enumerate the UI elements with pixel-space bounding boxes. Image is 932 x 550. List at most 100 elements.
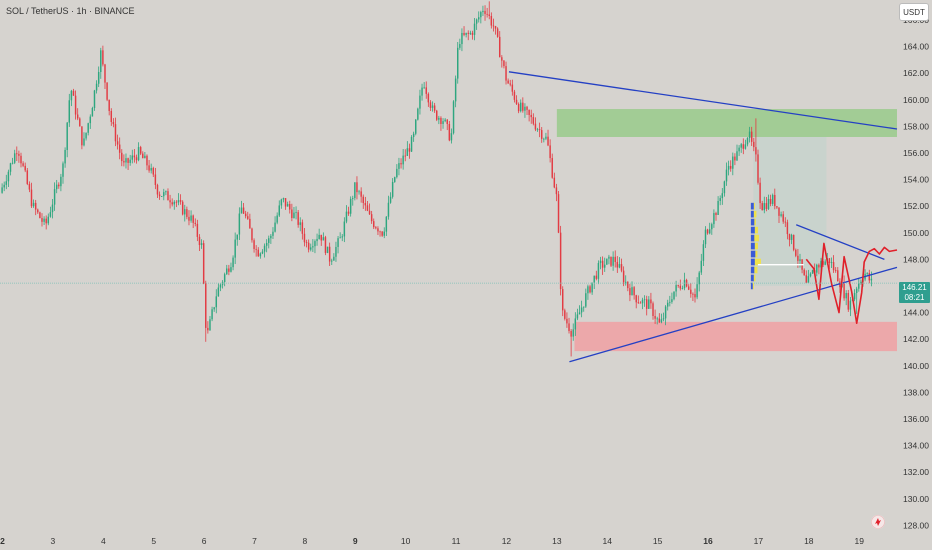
candle-body bbox=[490, 15, 493, 26]
candle-body bbox=[816, 264, 818, 273]
volume-profile-bar-down bbox=[750, 218, 755, 226]
candle bbox=[683, 272, 686, 291]
candle bbox=[591, 282, 593, 295]
candle bbox=[635, 294, 637, 309]
candle-body bbox=[139, 147, 142, 154]
candle-body bbox=[708, 229, 711, 234]
candle-body bbox=[37, 209, 39, 213]
candle-body bbox=[64, 149, 66, 164]
candle-body bbox=[769, 198, 772, 204]
candle bbox=[320, 234, 322, 246]
candle bbox=[788, 233, 791, 247]
descending-trendline bbox=[508, 71, 898, 130]
candle bbox=[223, 272, 226, 287]
candle-body bbox=[402, 155, 404, 165]
candle bbox=[545, 132, 547, 141]
candle-body bbox=[190, 215, 192, 221]
candle bbox=[488, 1, 490, 20]
candle bbox=[125, 153, 127, 169]
price-axis[interactable]: 166.00164.00162.00160.00158.00156.00154.… bbox=[903, 15, 929, 530]
candle-body bbox=[181, 201, 184, 215]
candle-body bbox=[473, 23, 476, 35]
candle-body bbox=[624, 281, 627, 283]
candle-body bbox=[515, 99, 518, 104]
candle-body bbox=[858, 283, 860, 289]
candle-body bbox=[450, 133, 453, 141]
candle bbox=[377, 226, 379, 235]
candle-body bbox=[335, 246, 337, 257]
tradingview-logo-icon[interactable] bbox=[871, 515, 885, 529]
candle-body bbox=[362, 196, 364, 204]
candle-body bbox=[786, 222, 789, 235]
currency-unit-button[interactable]: USDT bbox=[899, 3, 929, 21]
candle bbox=[511, 79, 514, 96]
candle bbox=[91, 106, 94, 117]
candle bbox=[16, 146, 18, 161]
candle-body bbox=[13, 153, 16, 163]
candle-body bbox=[853, 292, 856, 300]
volume-profile-bar-up bbox=[755, 250, 758, 258]
candle-body bbox=[742, 144, 745, 149]
candle-body bbox=[68, 100, 71, 123]
candle-body bbox=[391, 181, 394, 197]
candle-body bbox=[429, 102, 432, 108]
candle-body bbox=[404, 155, 406, 157]
candle-body bbox=[24, 165, 26, 171]
candle-body bbox=[20, 155, 22, 164]
time-tick-label: 12 bbox=[502, 536, 512, 546]
candle-body bbox=[549, 145, 551, 159]
price-tick-label: 164.00 bbox=[903, 42, 929, 52]
candle-body bbox=[576, 314, 579, 319]
candle bbox=[457, 42, 459, 84]
candle bbox=[561, 286, 564, 317]
candle-body bbox=[803, 269, 805, 276]
candle bbox=[328, 242, 331, 266]
candle-body bbox=[580, 307, 583, 313]
candle bbox=[394, 176, 396, 183]
candle bbox=[761, 200, 763, 211]
candle-body bbox=[400, 163, 402, 165]
candle-body bbox=[759, 182, 761, 204]
price-tick-label: 152.00 bbox=[903, 201, 929, 211]
price-tick-label: 162.00 bbox=[903, 68, 929, 78]
candle bbox=[297, 210, 299, 228]
candle-body bbox=[715, 213, 717, 215]
candle bbox=[242, 203, 245, 215]
candle bbox=[64, 147, 66, 168]
candle-body bbox=[322, 237, 325, 241]
candle bbox=[28, 181, 31, 193]
time-axis[interactable]: 2 3 4 5 6 7 8 9 10 11 12 13 14 15 16 17 18 19 bbox=[0, 536, 864, 546]
candle bbox=[362, 194, 364, 209]
volume-profile-row bbox=[750, 242, 758, 250]
candle-body bbox=[278, 205, 280, 216]
candle bbox=[383, 227, 385, 239]
candle-body bbox=[809, 273, 812, 277]
candle-body bbox=[517, 103, 520, 112]
candle-body bbox=[202, 243, 205, 284]
symbol-title[interactable]: SOL / TetherUS · 1h · BINANCE bbox=[6, 6, 135, 16]
candle bbox=[303, 227, 306, 247]
candle-body bbox=[125, 158, 127, 163]
price-tick-label: 132.00 bbox=[903, 467, 929, 477]
candle-body bbox=[746, 138, 749, 145]
candle bbox=[404, 149, 406, 162]
candle-body bbox=[566, 318, 568, 324]
candle-body bbox=[690, 289, 692, 294]
candle-body bbox=[97, 72, 100, 84]
candle bbox=[387, 195, 390, 220]
candle bbox=[480, 10, 482, 24]
candle-body bbox=[578, 312, 581, 315]
candle-body bbox=[131, 155, 134, 160]
candle-body bbox=[639, 302, 642, 304]
candle-body bbox=[790, 234, 793, 240]
candle bbox=[450, 128, 453, 144]
candle-body bbox=[427, 93, 430, 103]
candle-body bbox=[601, 260, 604, 268]
volume-profile-bar-down bbox=[750, 202, 754, 210]
candle-body bbox=[551, 158, 553, 178]
candle bbox=[473, 18, 476, 41]
candle bbox=[192, 214, 194, 229]
candle bbox=[47, 213, 50, 226]
candle bbox=[62, 161, 64, 184]
